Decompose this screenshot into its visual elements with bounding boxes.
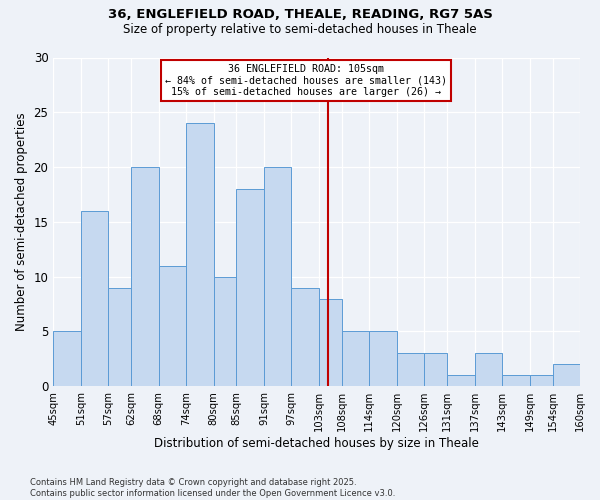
Text: Size of property relative to semi-detached houses in Theale: Size of property relative to semi-detach… [123, 22, 477, 36]
Bar [264, 167, 292, 386]
Bar [530, 376, 553, 386]
Bar [53, 332, 81, 386]
Bar [397, 354, 424, 386]
Bar [131, 167, 158, 386]
Bar [424, 354, 447, 386]
Bar [370, 332, 397, 386]
Y-axis label: Number of semi-detached properties: Number of semi-detached properties [15, 112, 28, 331]
Bar [108, 288, 131, 386]
Text: Contains HM Land Registry data © Crown copyright and database right 2025.
Contai: Contains HM Land Registry data © Crown c… [30, 478, 395, 498]
Bar [553, 364, 580, 386]
Bar [475, 354, 502, 386]
Text: 36 ENGLEFIELD ROAD: 105sqm
← 84% of semi-detached houses are smaller (143)
15% o: 36 ENGLEFIELD ROAD: 105sqm ← 84% of semi… [165, 64, 447, 98]
X-axis label: Distribution of semi-detached houses by size in Theale: Distribution of semi-detached houses by … [154, 437, 479, 450]
Bar [342, 332, 370, 386]
Bar [186, 123, 214, 386]
Bar [236, 189, 264, 386]
Text: 36, ENGLEFIELD ROAD, THEALE, READING, RG7 5AS: 36, ENGLEFIELD ROAD, THEALE, READING, RG… [107, 8, 493, 20]
Bar [292, 288, 319, 386]
Bar [502, 376, 530, 386]
Bar [81, 211, 108, 386]
Bar [158, 266, 186, 386]
Bar [447, 376, 475, 386]
Bar [319, 298, 342, 386]
Bar [214, 276, 236, 386]
